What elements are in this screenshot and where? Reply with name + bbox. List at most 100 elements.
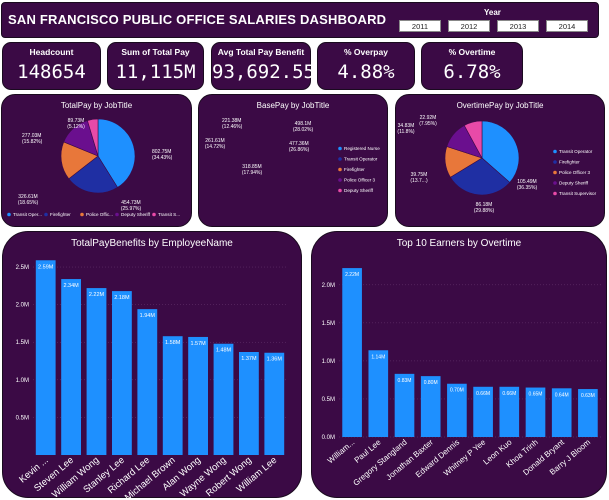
y-tick-label: 1.0M: [16, 378, 29, 384]
bar-data-label: 0.83M: [398, 378, 412, 384]
year-button-2011[interactable]: 2011: [399, 20, 441, 32]
bar: [264, 352, 285, 455]
legend-marker: [44, 212, 48, 217]
y-tick-label: 2.0M: [322, 283, 335, 289]
slice-data-label: (14.72%): [205, 144, 226, 150]
pie-chart-overtimepay: OvertimePay by JobTitle 105.49M (36.35%) 8…: [395, 94, 605, 227]
slice-data-label: (18.65%): [18, 200, 39, 206]
legend-marker: [338, 178, 342, 182]
year-slicer-label: Year: [484, 8, 501, 17]
y-tick-label: 1.5M: [322, 321, 335, 327]
year-button-2014[interactable]: 2014: [546, 20, 588, 32]
slice-data-label: (29.88%): [474, 208, 495, 214]
bar-data-label: 0.65M: [529, 392, 543, 398]
pie-slice: [68, 155, 118, 194]
bar: [342, 268, 362, 437]
slice-data-label: 89.73M: [68, 118, 85, 124]
y-tick-label: 1.0M: [322, 359, 335, 365]
dashboard-title: SAN FRANCISCO PUBLIC OFFICE SALARIES DAS…: [8, 12, 387, 27]
legend-marker: [115, 212, 119, 217]
slice-data-label: (13.7...): [410, 178, 428, 184]
slice-data-label: 22.92M: [420, 115, 437, 121]
bar: [86, 288, 107, 455]
x-category-label: William...: [326, 438, 357, 466]
slice-data-label: (26.86%): [289, 147, 310, 153]
slice-data-label: 454.73M: [121, 200, 140, 206]
bar-chart-totalpaybenefits: TotalPayBenefits by EmployeeName 0.5M 1.0…: [2, 231, 302, 499]
bar: [394, 373, 415, 437]
pie-chart-svg: 802.75M(34.43%) 454.73M(25.97%) 326.61M(18…: [7, 118, 180, 217]
slice-data-label: 39.75M: [411, 172, 428, 178]
bar: [188, 336, 209, 455]
bar: [137, 309, 158, 455]
legend-label: Deputy Sheriff: [559, 181, 589, 186]
year-button-2013[interactable]: 2013: [497, 20, 539, 32]
bar: [473, 386, 493, 437]
bar-data-label: 1.36M: [267, 357, 283, 363]
slice-data-label: (12.46%): [222, 124, 243, 130]
slice-data-label: 477.36M: [289, 141, 308, 147]
bar-data-label: 0.66M: [502, 391, 516, 397]
kpi-sum-total-pay: Sum of Total Pay 11,115M: [107, 42, 204, 90]
slice-data-label: 498.1M: [295, 121, 312, 127]
pie-slice: [449, 157, 511, 196]
slice-data-label: 34.83M: [398, 123, 415, 129]
legend-label: Deputy Sheriff: [121, 212, 151, 217]
slice-data-label: (28.02%): [293, 127, 314, 133]
legend-label: Firefighter: [559, 160, 580, 165]
pie-slice: [87, 118, 99, 157]
bar-data-label: 1.14M: [371, 354, 385, 360]
bar-chart-svg: 0.0M 0.5M 1.0M 1.5M 2.0M 2.22M William... 1.14M…: [322, 268, 601, 488]
legend-marker: [553, 149, 557, 154]
legend-label: Transit Operator: [559, 149, 593, 154]
year-button-2012[interactable]: 2012: [448, 20, 490, 32]
legend-marker: [553, 191, 557, 196]
kpi-value: 93,692.55: [212, 61, 315, 83]
kpi-value: 11,115M: [115, 61, 196, 83]
slice-data-label: (36.35%): [517, 185, 538, 191]
y-tick-label: 0.0M: [322, 435, 335, 441]
legend-label: Police Officer 3: [344, 178, 376, 183]
legend-label: Firefighter: [344, 167, 365, 172]
legend-marker: [338, 146, 342, 151]
legend-label: Registered Nurse: [344, 146, 380, 151]
bar: [499, 386, 520, 437]
bar-data-label: 1.48M: [216, 348, 232, 354]
pie-slice: [481, 120, 520, 183]
chart-title: TotalPayBenefits by EmployeeName: [71, 238, 233, 249]
bar: [111, 291, 132, 455]
bar: [578, 389, 598, 437]
y-tick-label: 0.5M: [322, 397, 335, 403]
slice-data-label: 326.61M: [18, 194, 37, 200]
bar: [61, 279, 82, 455]
slice-data-label: (25.97%): [121, 206, 142, 212]
header-bar: SAN FRANCISCO PUBLIC OFFICE SALARIES DAS…: [1, 2, 599, 38]
pie-slice: [463, 120, 483, 159]
bar: [213, 343, 234, 455]
bar-data-label: 0.66M: [476, 391, 490, 397]
slice-data-label: 105.49M: [517, 179, 536, 185]
pie-chart-svg: 498.1M(28.02%) 477.36M(26.86%) 318.85M(17.…: [205, 118, 380, 193]
legend-marker: [338, 188, 342, 193]
kpi-avg-total-pay-benefit: Avg Total Pay Benefit 93,692.55: [211, 42, 315, 90]
slice-data-label: 86.18M: [476, 202, 493, 208]
legend-marker: [152, 212, 156, 217]
slice-data-label: 221.38M: [222, 118, 241, 124]
bar-data-label: 2.22M: [345, 272, 359, 278]
pie-chart-totalpay: TotalPay by JobTitle 802.75M (34.43%) 454.…: [1, 94, 192, 227]
legend-marker: [553, 181, 557, 185]
legend-label: Deputy Sheriff: [344, 188, 374, 193]
kpi-value: 4.88%: [337, 61, 395, 83]
bar: [35, 260, 56, 455]
slice-data-label: (11.8%): [397, 129, 414, 135]
bar-data-label: 1.94M: [140, 313, 156, 319]
pie-chart-svg: 105.49M(36.35%) 86.18M(29.88%) 39.75M(13.7…: [397, 115, 596, 214]
slice-data-label: 277.03M: [22, 133, 41, 139]
kpi-headcount: Headcount 148654: [2, 42, 101, 90]
kpi-label: % Overpay: [344, 47, 388, 57]
bar-data-label: 1.37M: [241, 356, 257, 362]
bar-data-label: 2.59M: [38, 264, 54, 270]
y-tick-label: 2.0M: [16, 303, 29, 309]
legend-label: Transit Operator: [344, 157, 378, 162]
slice-data-label: 802.75M: [152, 149, 171, 155]
